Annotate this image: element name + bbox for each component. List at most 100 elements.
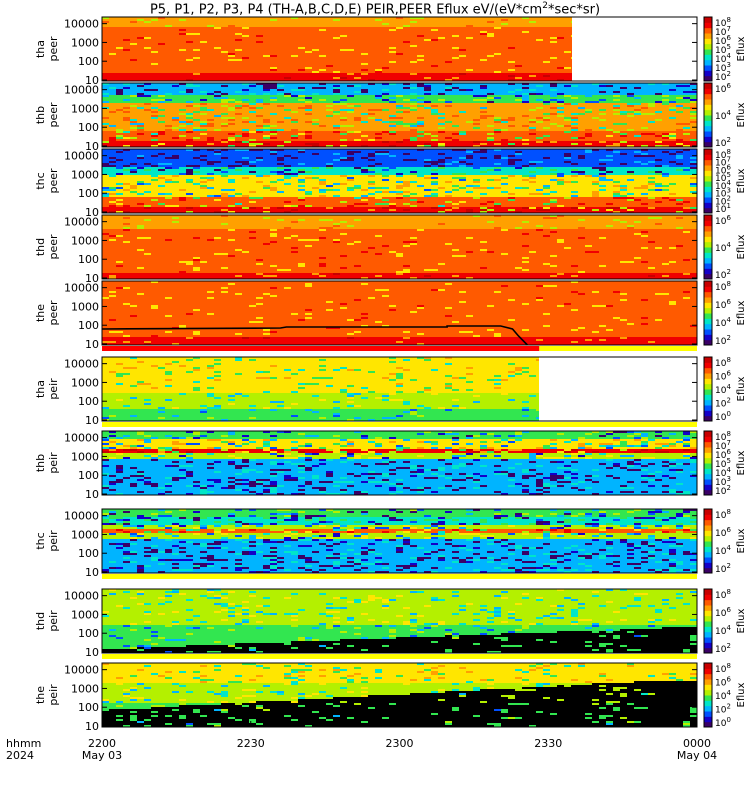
colorbar-tick-label: 104 <box>715 544 731 557</box>
colorbar-tick-label: 108 <box>715 588 731 601</box>
status-bar-red <box>102 346 540 351</box>
y-tick-label: 10 <box>85 206 99 219</box>
y-tick-label: 1000 <box>71 608 99 621</box>
panel-probe-label: tha <box>34 40 47 58</box>
status-bar-yellow <box>102 422 697 427</box>
colorbar-tick-label: 108 <box>715 508 731 521</box>
colorbar-tick-label: 106 <box>715 82 731 95</box>
heatmap-thc-peer <box>102 149 697 213</box>
panel-frame <box>101 588 698 654</box>
x-axis-label: hhmm <box>6 737 41 750</box>
colorbar-the-peer: 108 106 104 102 Eflux <box>703 280 747 347</box>
y-tick-label: 100 <box>78 319 99 332</box>
colorbar-tick-label: 100 <box>715 410 731 423</box>
y-tick-label: 1000 <box>71 682 99 695</box>
y-tick-label: 1000 <box>71 234 99 247</box>
colorbar-tick-label: 102 <box>715 397 731 410</box>
x-date-label: May 04 <box>677 749 717 762</box>
panel-probe-label: tha <box>34 380 47 398</box>
colorbar-tick-label: 102 <box>715 642 731 655</box>
y-tick-label: 10 <box>85 338 99 351</box>
y-tick-label: 10000 <box>64 590 99 603</box>
colorbar-label: Eflux <box>736 376 747 401</box>
x-tick-label: 2330 <box>534 737 562 750</box>
y-tick-label: 1000 <box>71 168 99 181</box>
panel-the-peer: 10000 1000 100 10 the peer 108 106 104 102 Eflux <box>34 280 747 351</box>
colorbar-tick-label: 108 <box>715 356 731 369</box>
colorbar-label: Eflux <box>736 608 747 633</box>
heatmap-thb-peir <box>102 431 697 495</box>
y-tick-label: 1000 <box>71 36 99 49</box>
y-tick-label: 10 <box>85 488 99 501</box>
colorbar-tick-label: 102 <box>715 703 731 716</box>
y-tick-label: 1000 <box>71 376 99 389</box>
colorbar-tick-label: 104 <box>715 624 731 637</box>
heatmap-thd-peer <box>102 215 697 279</box>
y-tick-label: 10000 <box>64 216 99 229</box>
heatmap-the-peer <box>102 281 697 345</box>
y-tick-label: 10 <box>85 720 99 733</box>
y-tick-label: 10 <box>85 140 99 153</box>
x-tick-label: 0000 <box>683 737 711 750</box>
y-tick-label: 10000 <box>64 84 99 97</box>
panel-probe-label: the <box>34 304 47 322</box>
panel-frame <box>101 430 698 496</box>
colorbar-label: Eflux <box>736 36 747 61</box>
chart-title: P5, P1, P2, P3, P4 (TH-A,B,C,D,E) PEIR,P… <box>0 1 750 17</box>
panel-species-label: peir <box>47 684 60 706</box>
y-tick-label: 100 <box>78 121 99 134</box>
spacecraft-potential-line <box>101 325 528 346</box>
colorbar-label: Eflux <box>736 102 747 127</box>
y-tick-label: 10000 <box>64 510 99 523</box>
colorbar-tick-label: 106 <box>715 676 731 689</box>
colorbar-tick-label: 104 <box>715 109 731 122</box>
y-tick-label: 100 <box>78 253 99 266</box>
title-superscript: 2 <box>542 1 548 11</box>
panel-species-label: peir <box>47 452 60 474</box>
colorbar-label: Eflux <box>736 450 747 475</box>
panel-frame <box>101 356 698 422</box>
x-tick-label: 2200 <box>88 737 116 750</box>
colorbar-tick-label: 106 <box>715 606 731 619</box>
y-tick-label: 1000 <box>71 528 99 541</box>
status-bar-yellow <box>102 574 697 579</box>
colorbar-thc-peir: 108 106 104 102 Eflux <box>703 508 747 575</box>
panel-species-label: peir <box>47 378 60 400</box>
colorbar-tick-label: 104 <box>715 383 731 396</box>
y-tick-label: 10000 <box>64 664 99 677</box>
x-date-label: May 03 <box>82 749 122 762</box>
colorbar-tick-label: 104 <box>715 241 731 254</box>
title-tail: *sec*sr) <box>548 2 600 17</box>
y-tick-label: 10000 <box>64 432 99 445</box>
colorbar-tick-label: 106 <box>715 526 731 539</box>
y-tick-label: 10000 <box>64 18 99 31</box>
heatmap-the-peir <box>102 663 697 727</box>
colorbar-label: Eflux <box>736 234 747 259</box>
panel-probe-label: the <box>34 686 47 704</box>
y-tick-label: 10 <box>85 272 99 285</box>
x-axis-year-label: 2024 <box>6 749 34 762</box>
status-bar-yellow <box>539 346 697 351</box>
panel-frame <box>101 82 698 148</box>
y-tick-label: 10000 <box>64 358 99 371</box>
colorbar-tick-label: 106 <box>715 298 731 311</box>
panel-thb-peir: 10000 1000 100 10 thb peir 1081071061051041031… <box>34 430 747 501</box>
panel-frame <box>101 508 698 574</box>
heatmap-tha-peir <box>102 357 539 421</box>
colorbar-tick-label: 108 <box>715 662 731 675</box>
panel-probe-label: thb <box>34 454 47 472</box>
colorbar-tick-label: 102 <box>715 562 731 575</box>
panel-probe-label: thd <box>34 238 47 256</box>
panel-probe-label: thc <box>34 532 47 549</box>
panel-probe-label: thd <box>34 612 47 630</box>
panel-species-label: peer <box>47 234 60 260</box>
heatmap-thb-peer <box>102 83 697 147</box>
heatmap-thd-peir <box>102 589 697 653</box>
y-tick-label: 100 <box>78 55 99 68</box>
